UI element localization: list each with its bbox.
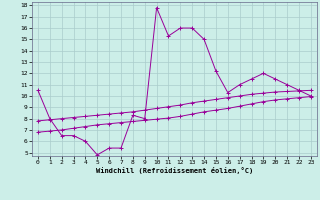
X-axis label: Windchill (Refroidissement éolien,°C): Windchill (Refroidissement éolien,°C) [96, 167, 253, 174]
